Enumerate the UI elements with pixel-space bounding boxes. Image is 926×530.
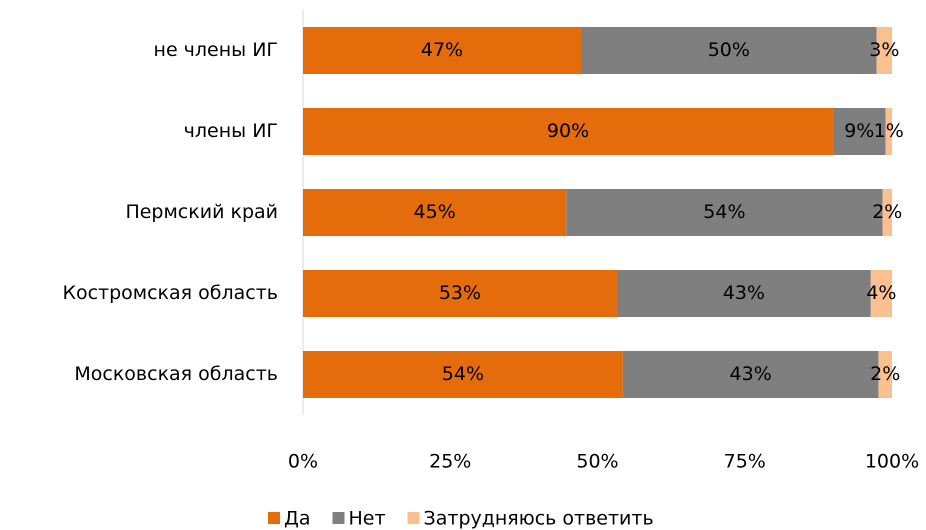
data-label: 54% xyxy=(442,363,484,385)
bar-segment xyxy=(581,27,877,74)
data-label: 43% xyxy=(730,363,772,385)
data-label: 9% xyxy=(844,120,874,142)
data-label: 90% xyxy=(547,120,589,142)
bar-segment xyxy=(882,189,892,236)
data-label: 50% xyxy=(708,39,750,61)
category-label: Московская область xyxy=(74,363,278,385)
data-label: 45% xyxy=(414,201,456,223)
x-tick-label: 50% xyxy=(576,451,618,473)
legend-label: Нет xyxy=(349,508,386,530)
bar-segment xyxy=(885,108,892,155)
x-tick-label: 75% xyxy=(724,451,766,473)
bar-segment xyxy=(833,108,886,155)
legend-swatch xyxy=(268,512,280,524)
category-label: члены ИГ xyxy=(184,120,278,142)
legend-swatch xyxy=(332,512,345,524)
category-label: не члены ИГ xyxy=(154,39,278,61)
bar-segment xyxy=(303,270,617,317)
bar-segment xyxy=(303,27,582,74)
bar-segment xyxy=(876,27,892,74)
legend-label: Затрудняюсь ответить xyxy=(424,508,654,530)
bar-segment xyxy=(622,351,879,398)
bar-segment xyxy=(878,351,892,398)
bar-segment xyxy=(303,351,623,398)
bar-segment xyxy=(566,189,883,236)
data-label: 2% xyxy=(870,363,900,385)
bar-segment xyxy=(870,270,892,317)
bar-segment xyxy=(303,108,834,155)
data-label: 1% xyxy=(874,120,904,142)
x-tick-label: 0% xyxy=(288,451,318,473)
data-label: 4% xyxy=(866,282,896,304)
data-label: 47% xyxy=(421,39,463,61)
data-label: 53% xyxy=(439,282,481,304)
data-label: 54% xyxy=(703,201,745,223)
data-label: 2% xyxy=(872,201,902,223)
legend-swatch xyxy=(407,512,420,524)
bar-segment xyxy=(616,270,871,317)
category-label: Пермский край xyxy=(125,201,278,223)
bar-segment xyxy=(303,189,567,236)
category-label: Костромская область xyxy=(62,282,278,304)
data-label: 43% xyxy=(723,282,765,304)
data-label: 3% xyxy=(869,39,899,61)
x-tick-label: 100% xyxy=(865,451,919,473)
x-tick-label: 25% xyxy=(429,451,471,473)
legend-label: Да xyxy=(284,508,311,530)
